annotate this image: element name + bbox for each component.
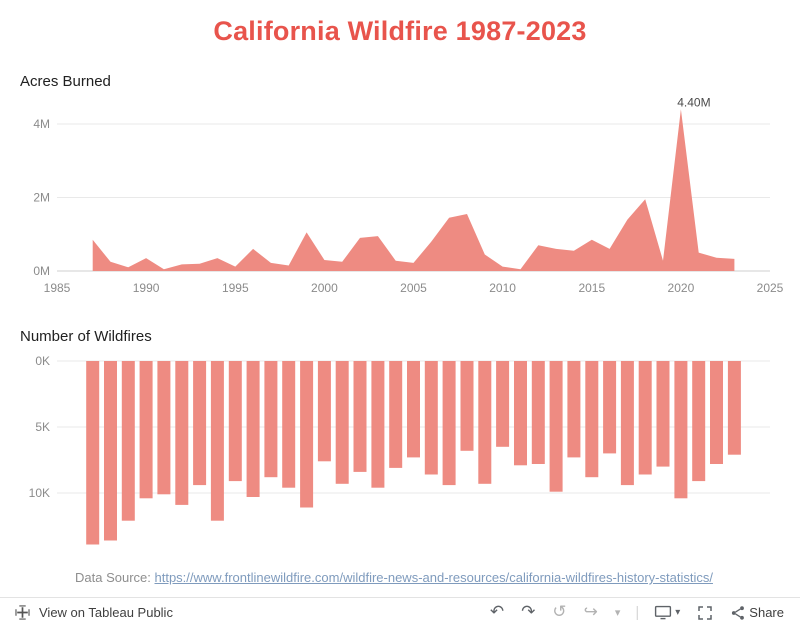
y-tick-label: 4M [33, 117, 50, 131]
number-of-wildfires-chart-title: Number of Wildfires [20, 328, 152, 345]
replay-button[interactable]: ↺ [550, 603, 568, 622]
x-tick-label: 1985 [44, 281, 71, 295]
wildfire-bar-2004[interactable] [389, 361, 403, 468]
wildfire-bar-2001[interactable] [335, 361, 349, 484]
wildfire-bar-1998[interactable] [282, 361, 296, 488]
wildfire-bar-1987[interactable] [86, 361, 100, 545]
wildfire-bar-2006[interactable] [424, 361, 438, 475]
wildfire-bar-2015[interactable] [585, 361, 599, 478]
wildfire-bar-2009[interactable] [478, 361, 492, 484]
wildfire-bar-1997[interactable] [264, 361, 278, 478]
wildfire-bar-2002[interactable] [353, 361, 367, 472]
fullscreen-button[interactable] [695, 604, 715, 622]
wildfire-bar-2014[interactable] [567, 361, 581, 458]
forward-icon: ↪ [583, 602, 598, 622]
y-tick-label: 10K [29, 486, 50, 500]
tableau-toolbar: View on Tableau Public ↶ ↷ ↺ ↪ ▾ | ▾ [0, 597, 800, 627]
caret-down-icon: ▾ [614, 606, 621, 619]
wildfire-bar-2000[interactable] [317, 361, 331, 462]
x-tick-label: 1995 [222, 281, 249, 295]
redo-button[interactable]: ↷ [519, 603, 537, 622]
caption-prefix: Data Source: [75, 570, 155, 585]
wildfire-bar-2003[interactable] [371, 361, 385, 488]
wildfire-bar-2012[interactable] [531, 361, 545, 464]
wildfire-bar-2019[interactable] [656, 361, 670, 467]
x-tick-label: 1990 [133, 281, 160, 295]
y-tick-label: 2M [33, 191, 50, 205]
wildfire-bar-2010[interactable] [496, 361, 510, 447]
acres-burned-chart-title: Acres Burned [20, 73, 111, 90]
fullscreen-icon [698, 605, 713, 620]
caret-down-icon: ▾ [675, 606, 681, 618]
wildfire-bar-1993[interactable] [193, 361, 207, 486]
wildfire-bar-1999[interactable] [300, 361, 314, 508]
wildfire-bar-2022[interactable] [710, 361, 723, 464]
wildfire-bar-2005[interactable] [407, 361, 420, 458]
wildfire-bar-2013[interactable] [549, 361, 563, 492]
wildfire-bar-1990[interactable] [139, 361, 153, 499]
view-on-tableau-public-button[interactable]: View on Tableau Public [14, 604, 173, 621]
display-icon [655, 605, 672, 620]
data-source-link[interactable]: https://www.frontlinewildfire.com/wildfi… [154, 570, 713, 585]
view-on-tableau-public-label: View on Tableau Public [39, 605, 173, 620]
share-icon [732, 605, 745, 620]
acres-burned-area-chart[interactable]: 0M 2M 4M 1985 1990 1995 2000 2005 2010 2015 2020 20… [0, 95, 800, 305]
undo-icon: ↶ [489, 602, 505, 622]
share-label: Share [749, 605, 784, 620]
wildfire-bar-2018[interactable] [638, 361, 652, 475]
number-of-wildfires-bar-chart[interactable]: 0K 5K 10K [0, 349, 800, 549]
y-tick-label: 0M [33, 264, 50, 278]
peak-annotation: 4.40M [677, 95, 710, 109]
wildfire-bar-2017[interactable] [620, 361, 634, 486]
x-tick-label: 2025 [757, 281, 784, 295]
forward-button[interactable]: ↪ [582, 603, 600, 622]
toolbar-actions: ↶ ↷ ↺ ↪ ▾ | ▾ [488, 603, 786, 622]
toolbar-separator: | [635, 604, 640, 621]
redo-icon: ↷ [521, 602, 536, 622]
x-tick-label: 2020 [668, 281, 695, 295]
device-layout-dropdown[interactable]: ▾ [652, 604, 682, 621]
share-button[interactable]: Share [728, 604, 786, 622]
tableau-logo-icon [15, 605, 30, 620]
x-tick-label: 2010 [489, 281, 516, 295]
wildfire-bar-1989[interactable] [121, 361, 135, 521]
wildfire-bar-2023[interactable] [727, 361, 741, 455]
wildfire-bar-2011[interactable] [514, 361, 527, 466]
x-tick-label: 2005 [400, 281, 427, 295]
dashboard-title: California Wildfire 1987-2023 [213, 16, 587, 46]
wildfire-bar-2007[interactable] [442, 361, 456, 486]
wildfire-bar-2016[interactable] [603, 361, 617, 454]
y-tick-label: 5K [35, 420, 50, 434]
replay-icon: ↺ [552, 602, 567, 622]
y-tick-label: 0K [35, 354, 50, 368]
wildfire-bar-2021[interactable] [692, 361, 706, 482]
wildfire-bar-1995[interactable] [228, 361, 242, 482]
wildfire-bar-1988[interactable] [104, 361, 117, 541]
x-tick-label: 2000 [311, 281, 338, 295]
wildfire-bar-1991[interactable] [157, 361, 171, 495]
wildfire-bar-1996[interactable] [246, 361, 260, 497]
wildfire-bar-2020[interactable] [674, 361, 688, 499]
acres-burned-area[interactable] [92, 109, 735, 271]
undo-button[interactable]: ↶ [488, 603, 506, 622]
wildfire-bar-1994[interactable] [210, 361, 224, 521]
replay-speed-dropdown[interactable]: ▾ [613, 606, 623, 619]
wildfire-bar-2008[interactable] [460, 361, 474, 451]
data-source-caption: Data Source: https://www.frontlinewildfi… [75, 570, 713, 585]
x-tick-label: 2015 [578, 281, 605, 295]
wildfire-bar-1992[interactable] [175, 361, 189, 505]
